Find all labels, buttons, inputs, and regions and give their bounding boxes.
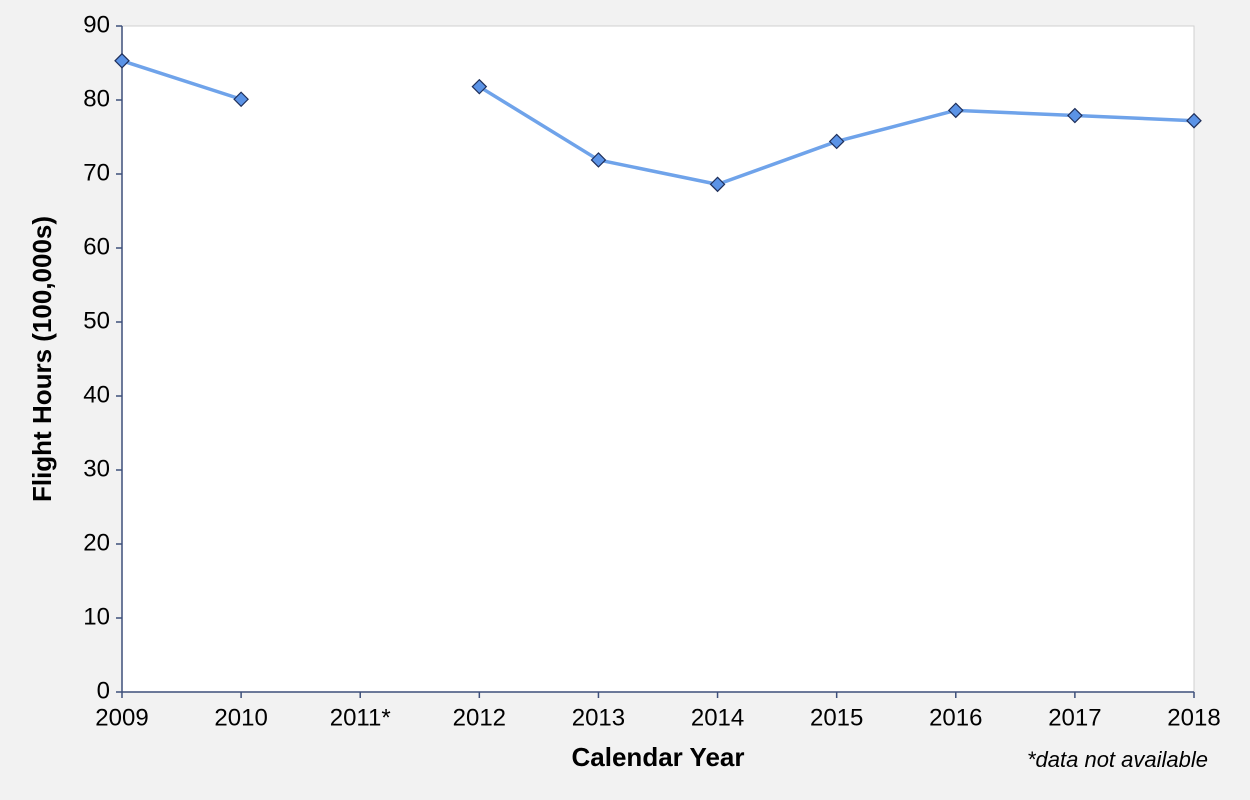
- y-tick-label: 90: [83, 11, 110, 38]
- data-point: [709, 176, 726, 193]
- data-point: [828, 133, 845, 150]
- x-tick-label: 2015: [810, 704, 863, 731]
- data-point: [471, 78, 488, 95]
- x-tick-label: 2012: [453, 704, 506, 731]
- y-tick-label: 30: [83, 455, 110, 482]
- data-point: [947, 102, 964, 119]
- annotation: *data not available: [1027, 747, 1208, 772]
- data-point: [233, 91, 249, 108]
- x-tick-label: 2009: [95, 704, 148, 731]
- y-tick-label: 20: [83, 529, 110, 556]
- y-tick-label: 50: [83, 307, 110, 334]
- x-axis-title: Calendar Year: [572, 742, 745, 772]
- data-point: [1186, 112, 1202, 129]
- x-tick-label: 2017: [1048, 704, 1101, 731]
- x-tick-label: 2016: [929, 704, 982, 731]
- plot-area: [121, 25, 1195, 693]
- y-tick-label: 70: [83, 159, 110, 186]
- x-tick-label: 2011*: [330, 704, 391, 731]
- y-tick-label: 10: [83, 603, 110, 630]
- x-tick-label: 2010: [214, 704, 267, 731]
- x-tick-label: 2014: [691, 704, 744, 731]
- data-point: [114, 52, 130, 69]
- data-point: [1067, 107, 1083, 124]
- y-tick-label: 40: [83, 381, 110, 408]
- data-point: [590, 152, 607, 168]
- x-tick-label: 2013: [572, 704, 625, 731]
- y-tick-label: 80: [83, 85, 110, 112]
- y-axis-title: Flight Hours (100,000s): [27, 216, 57, 502]
- y-tick-label: 0: [97, 677, 110, 704]
- y-tick-label: 60: [83, 233, 110, 260]
- x-tick-label: 2018: [1167, 704, 1220, 731]
